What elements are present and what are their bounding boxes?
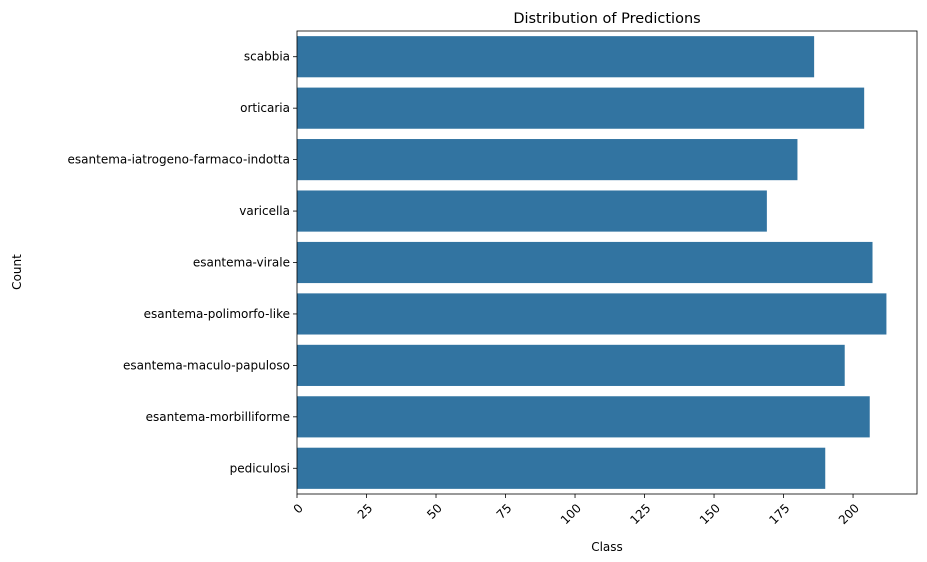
y-tick-label: esantema-polimorfo-like: [144, 307, 290, 321]
y-axis-ticks: scabbia orticaria esantema-iatrogeno-farma…: [68, 50, 297, 475]
x-axis-ticks: 0 25 50 75 100 125 150 175 200: [291, 494, 862, 527]
y-tick-label: esantema-iatrogeno-farmaco-indotta: [68, 153, 290, 167]
x-tick-label: 150: [697, 501, 723, 527]
x-axis-label: Class: [591, 540, 623, 554]
bar: [297, 36, 815, 78]
y-tick-label: esantema-morbilliforme: [146, 410, 290, 424]
y-axis-label: Count: [10, 254, 24, 290]
y-tick-label: pediculosi: [230, 461, 290, 475]
bar: [297, 241, 873, 284]
bar: [297, 293, 887, 335]
bars-group: [297, 36, 887, 489]
y-tick-label: orticaria: [240, 101, 290, 115]
y-tick-label: esantema-virale: [193, 256, 290, 270]
x-tick-label: 125: [627, 501, 653, 527]
x-tick-label: 175: [766, 501, 792, 527]
y-tick-label: esantema-maculo-papuloso: [123, 358, 290, 372]
y-tick-label: varicella: [239, 204, 290, 218]
x-tick-label: 100: [558, 501, 584, 527]
x-tick-label: 25: [355, 501, 376, 522]
bar: [297, 344, 845, 386]
bar: [297, 190, 767, 232]
x-tick-label: 50: [424, 501, 445, 522]
plot-frame: [296, 30, 918, 495]
x-tick-label: 200: [836, 501, 862, 527]
bar: [297, 396, 870, 438]
y-tick-label: scabbia: [244, 50, 290, 64]
bar: [297, 447, 826, 489]
bar: [297, 87, 865, 129]
bar: [297, 139, 798, 181]
x-tick-label: 75: [494, 501, 515, 522]
x-tick-label: 0: [291, 501, 306, 516]
chart-title: Distribution of Predictions: [513, 11, 700, 27]
